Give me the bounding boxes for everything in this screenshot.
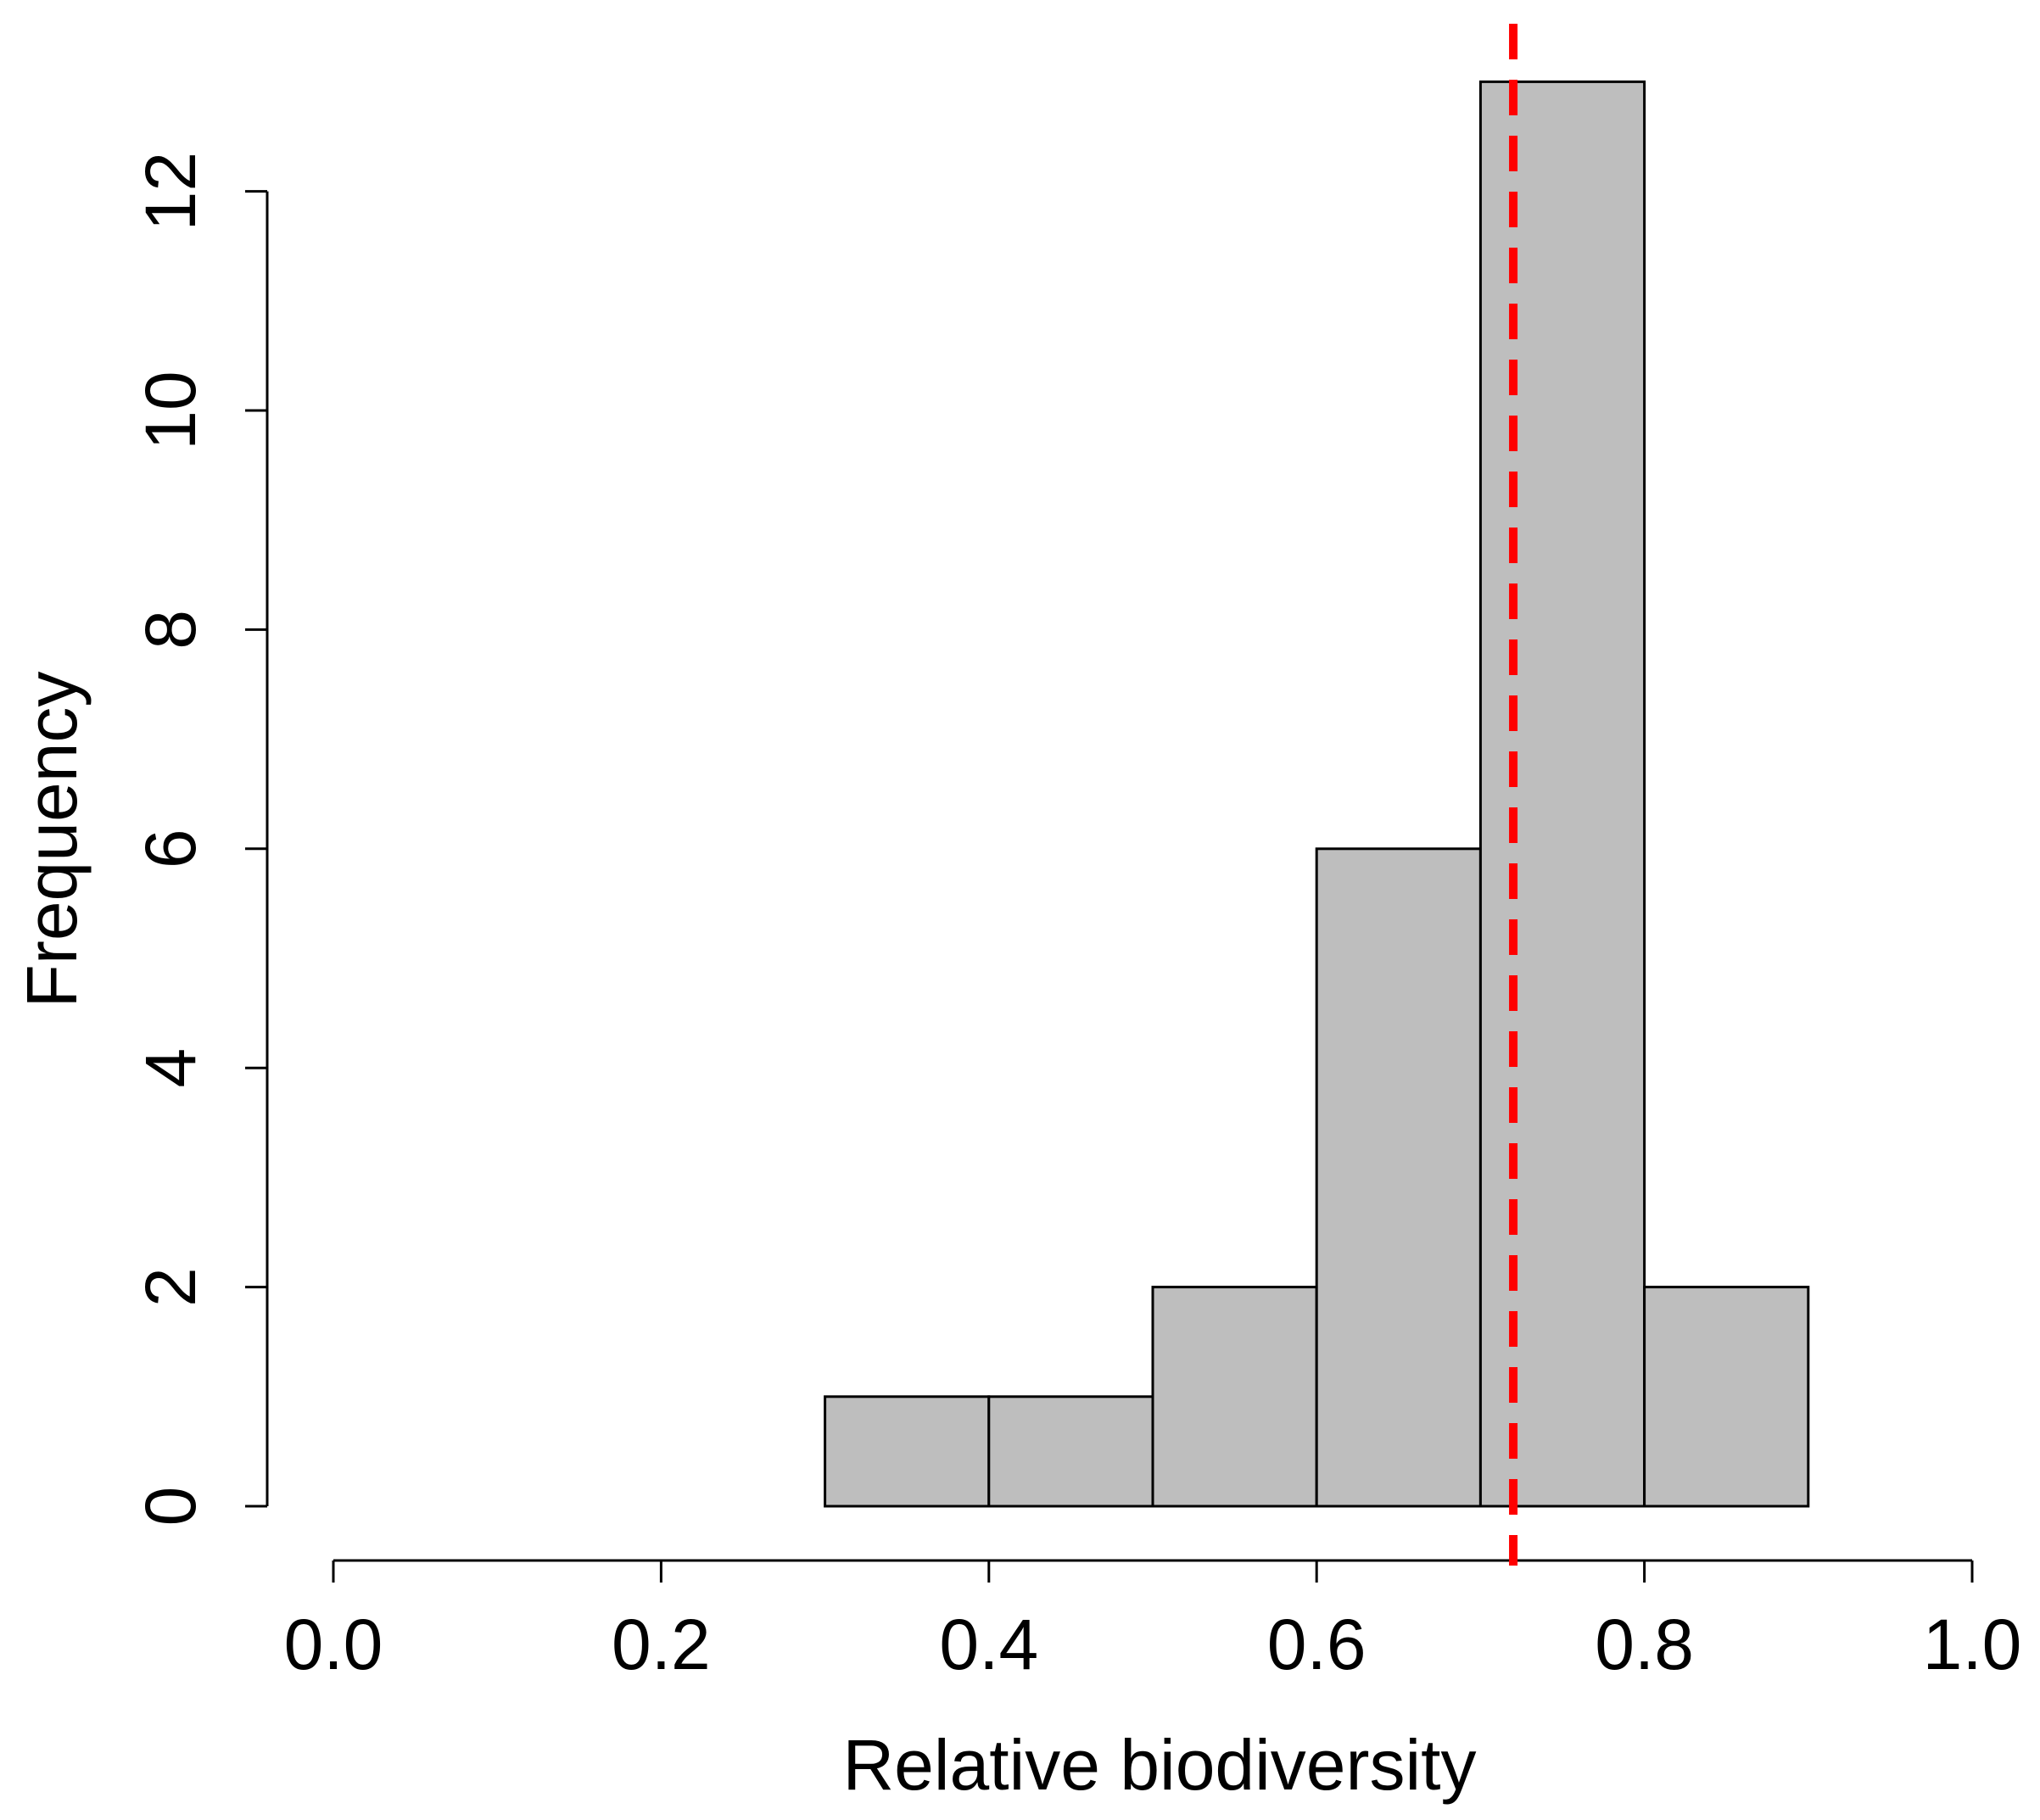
y-tick-label: 6 (131, 829, 210, 868)
histogram-bar-5 (1643, 1286, 1810, 1508)
histogram-bar-3 (1315, 847, 1482, 1508)
x-tick-label: 0.0 (284, 1605, 383, 1684)
y-tick-label: 4 (131, 1048, 210, 1088)
x-tick-label: 1.0 (1923, 1605, 2022, 1684)
x-axis-title: Relative biodiversity (843, 1725, 1477, 1805)
x-tick-label: 0.2 (612, 1605, 711, 1684)
x-tick-label: 0.8 (1595, 1605, 1694, 1684)
histogram-bar-4 (1478, 80, 1646, 1508)
y-tick-label: 0 (131, 1487, 210, 1527)
y-tick-label: 10 (131, 371, 210, 449)
x-axis: 0.0 0.2 0.4 0.6 0.8 1.0 (284, 1559, 2022, 1684)
histogram-bar-1 (987, 1395, 1154, 1508)
y-tick-label: 2 (131, 1267, 210, 1307)
bars-group (824, 80, 1810, 1508)
y-axis-title: Frequency (12, 672, 92, 1008)
x-tick-label: 0.4 (939, 1605, 1038, 1684)
y-tick-label: 12 (131, 152, 210, 231)
histogram-bar-2 (1151, 1286, 1318, 1508)
histogram-bar-0 (824, 1395, 991, 1508)
y-tick-label: 8 (131, 610, 210, 650)
y-axis: 0 2 4 6 8 10 12 (131, 152, 269, 1527)
x-tick-label: 0.6 (1267, 1605, 1367, 1684)
